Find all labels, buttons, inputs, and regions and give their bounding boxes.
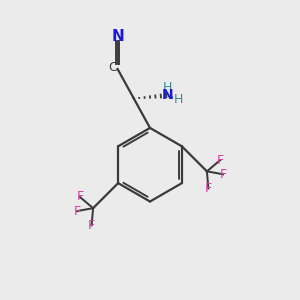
Text: H: H — [163, 81, 172, 94]
Text: F: F — [217, 154, 224, 167]
Text: F: F — [220, 168, 227, 181]
Text: C: C — [108, 61, 117, 74]
Text: F: F — [76, 190, 83, 203]
Text: H: H — [174, 93, 183, 106]
Text: F: F — [73, 205, 80, 218]
Text: F: F — [88, 219, 95, 232]
Text: F: F — [205, 182, 212, 195]
Text: N: N — [162, 88, 173, 102]
Text: N: N — [111, 29, 124, 44]
